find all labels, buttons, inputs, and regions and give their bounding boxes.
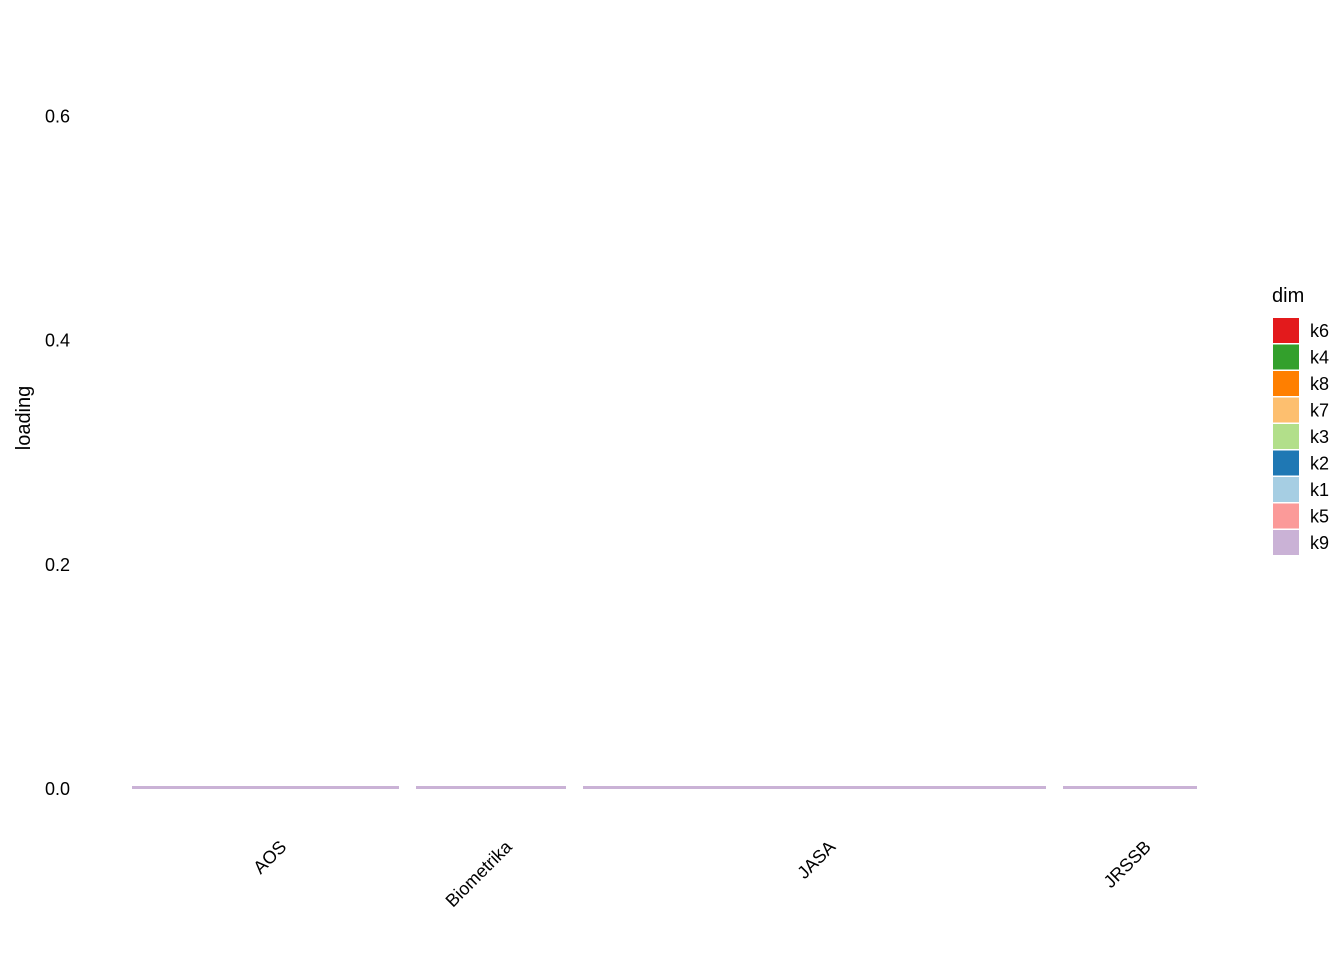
legend-swatch-k3 (1273, 424, 1299, 449)
y-tick-label: 0.2 (45, 555, 70, 575)
y-axis: 0.0 0.2 0.4 0.6 (45, 106, 70, 799)
legend-label-k3: k3 (1310, 427, 1329, 447)
legend-swatch-k1 (1273, 477, 1299, 502)
legend-swatch-k4 (1273, 344, 1299, 370)
facet-label-jasa: JASA (793, 837, 839, 883)
legend-swatch-k9 (1273, 530, 1299, 555)
legend-label-k9: k9 (1310, 533, 1329, 553)
zero-baseline-jasa (583, 786, 1046, 789)
zero-baseline-biometrika (416, 786, 566, 789)
facet-label-layer: AOS Biometrika JASA JRSSB (249, 836, 1155, 911)
y-tick-label: 0.4 (45, 331, 70, 351)
legend-label-k1: k1 (1310, 480, 1329, 500)
legend-label-k6: k6 (1310, 321, 1329, 341)
legend-label-k2: k2 (1310, 454, 1329, 474)
y-tick-label: 0.6 (45, 106, 70, 126)
zero-baseline-aos (132, 786, 399, 789)
legend-swatch-k6 (1273, 318, 1299, 343)
legend-label-k5: k5 (1310, 507, 1329, 527)
legend-swatch-k8 (1273, 371, 1299, 396)
legend-label-k7: k7 (1310, 401, 1329, 421)
zero-baseline-layer (132, 786, 1197, 789)
legend-swatch-k7 (1273, 397, 1299, 423)
facet-label-biometrika: Biometrika (442, 836, 517, 911)
legend-label-k8: k8 (1310, 374, 1329, 394)
y-tick-label: 0.0 (45, 779, 70, 799)
facet-label-jrssb: JRSSB (1100, 837, 1155, 892)
zero-baseline-jrssb (1063, 786, 1197, 789)
y-axis-title: loading (13, 386, 35, 451)
legend-title: dim (1272, 285, 1304, 307)
legend-label-k4: k4 (1310, 348, 1329, 368)
legend-swatch-k2 (1273, 450, 1299, 476)
legend: dim k6 k4 k8 k7 k3 k2 k1 k5 k9 (1272, 285, 1329, 555)
facet-label-aos: AOS (249, 837, 290, 878)
legend-swatch-k5 (1273, 503, 1299, 529)
